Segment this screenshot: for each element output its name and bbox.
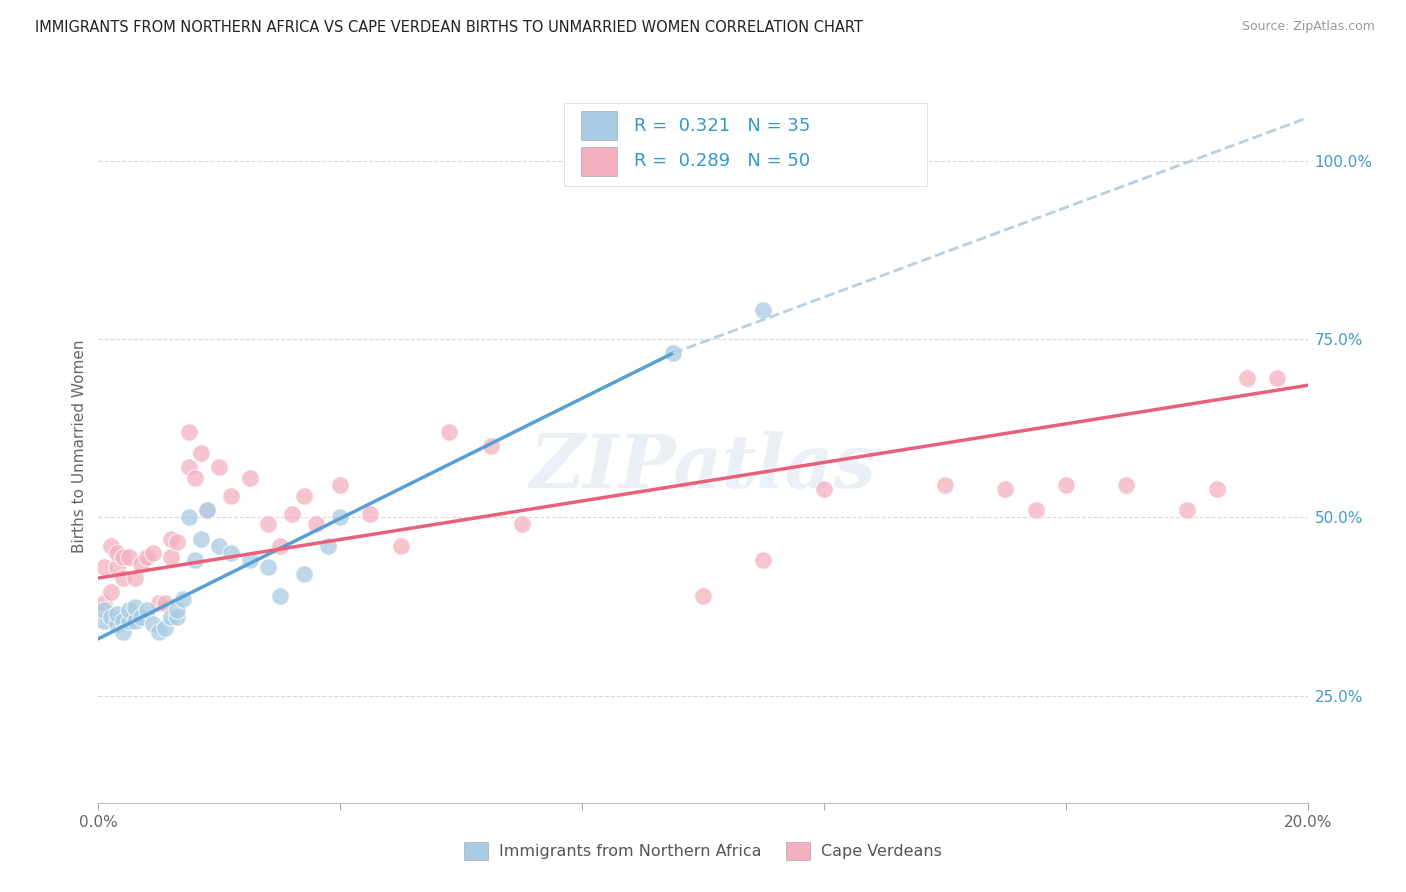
Point: [111, 624, 134, 639]
Point: [100, 585, 122, 599]
Point: [184, 553, 207, 567]
Point: [166, 610, 188, 624]
Text: ZIPatlas: ZIPatlas: [530, 431, 876, 504]
Point: [1024, 503, 1046, 517]
Point: [195, 503, 218, 517]
Point: [934, 478, 956, 492]
Point: [316, 539, 339, 553]
Point: [1206, 482, 1229, 496]
Text: R =  0.289   N = 50: R = 0.289 N = 50: [634, 153, 810, 170]
Point: [148, 596, 170, 610]
Y-axis label: Births to Unmarried Women: Births to Unmarried Women: [72, 339, 87, 553]
Point: [813, 482, 835, 496]
Point: [135, 603, 157, 617]
Point: [160, 532, 183, 546]
Point: [179, 425, 201, 439]
Point: [1175, 503, 1198, 517]
Point: [292, 489, 315, 503]
Point: [481, 439, 503, 453]
Point: [437, 425, 460, 439]
Point: [221, 489, 243, 503]
Point: [105, 560, 128, 574]
Point: [105, 617, 128, 632]
Point: [329, 478, 352, 492]
Point: [111, 549, 134, 564]
Point: [292, 567, 315, 582]
Point: [111, 571, 134, 585]
Point: [239, 471, 262, 485]
Point: [160, 549, 183, 564]
Point: [256, 560, 278, 574]
Point: [124, 614, 146, 628]
Point: [153, 621, 176, 635]
Point: [142, 617, 165, 632]
Point: [190, 446, 212, 460]
FancyBboxPatch shape: [564, 103, 927, 186]
Point: [510, 517, 533, 532]
Point: [172, 592, 194, 607]
Point: [93, 603, 115, 617]
Point: [135, 549, 157, 564]
Point: [118, 603, 141, 617]
Point: [93, 596, 115, 610]
Point: [360, 507, 382, 521]
Point: [142, 546, 165, 560]
Point: [179, 510, 201, 524]
Point: [389, 539, 412, 553]
Point: [93, 560, 115, 574]
Text: Source: ZipAtlas.com: Source: ZipAtlas.com: [1241, 20, 1375, 33]
Point: [148, 624, 170, 639]
Point: [195, 503, 218, 517]
Point: [873, 806, 896, 821]
Point: [129, 557, 152, 571]
Point: [329, 510, 352, 524]
Point: [752, 303, 775, 318]
Point: [239, 553, 262, 567]
Point: [179, 460, 201, 475]
Point: [269, 589, 291, 603]
Point: [256, 517, 278, 532]
Point: [118, 614, 141, 628]
FancyBboxPatch shape: [581, 147, 617, 176]
Point: [160, 610, 183, 624]
Point: [124, 599, 146, 614]
Text: R =  0.321   N = 35: R = 0.321 N = 35: [634, 117, 810, 135]
Point: [692, 589, 714, 603]
Point: [100, 539, 122, 553]
Point: [994, 482, 1017, 496]
Point: [153, 596, 176, 610]
Point: [305, 517, 328, 532]
Point: [1115, 478, 1137, 492]
Text: IMMIGRANTS FROM NORTHERN AFRICA VS CAPE VERDEAN BIRTHS TO UNMARRIED WOMEN CORREL: IMMIGRANTS FROM NORTHERN AFRICA VS CAPE …: [35, 20, 863, 35]
FancyBboxPatch shape: [581, 112, 617, 140]
Point: [190, 532, 212, 546]
Point: [166, 603, 188, 617]
Point: [752, 553, 775, 567]
Point: [281, 507, 304, 521]
Point: [1267, 371, 1289, 385]
Point: [111, 614, 134, 628]
Point: [873, 153, 896, 168]
Point: [129, 610, 152, 624]
Point: [184, 471, 207, 485]
Point: [93, 614, 115, 628]
Point: [269, 539, 291, 553]
Point: [208, 539, 231, 553]
Point: [105, 607, 128, 621]
Point: [124, 571, 146, 585]
Point: [221, 546, 243, 560]
Point: [208, 460, 231, 475]
Point: [118, 549, 141, 564]
Point: [166, 535, 188, 549]
Point: [105, 546, 128, 560]
Point: [100, 610, 122, 624]
Point: [661, 346, 683, 360]
Legend: Immigrants from Northern Africa, Cape Verdeans: Immigrants from Northern Africa, Cape Ve…: [458, 836, 948, 866]
Point: [1236, 371, 1258, 385]
Point: [1054, 478, 1077, 492]
